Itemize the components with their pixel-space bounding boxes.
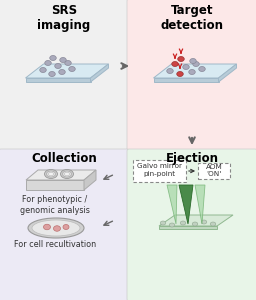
Polygon shape	[26, 78, 91, 82]
Ellipse shape	[167, 68, 173, 74]
Ellipse shape	[40, 68, 46, 73]
FancyBboxPatch shape	[133, 160, 186, 182]
Ellipse shape	[180, 221, 186, 225]
Polygon shape	[26, 170, 96, 180]
Ellipse shape	[201, 220, 207, 224]
Polygon shape	[26, 180, 84, 190]
Polygon shape	[159, 226, 217, 229]
Ellipse shape	[55, 64, 61, 68]
FancyBboxPatch shape	[127, 149, 256, 300]
Ellipse shape	[172, 61, 178, 67]
Text: Target
detection: Target detection	[161, 4, 223, 32]
Polygon shape	[91, 64, 109, 82]
Ellipse shape	[45, 61, 51, 65]
Text: Ejection: Ejection	[165, 152, 219, 165]
Ellipse shape	[44, 224, 50, 230]
Text: For phenotypic /
genomic analysis: For phenotypic / genomic analysis	[20, 195, 90, 215]
Ellipse shape	[48, 172, 54, 176]
Polygon shape	[219, 64, 237, 82]
Ellipse shape	[54, 226, 60, 231]
Ellipse shape	[189, 70, 195, 74]
Polygon shape	[84, 170, 96, 190]
Ellipse shape	[190, 58, 196, 64]
Ellipse shape	[177, 71, 183, 76]
Polygon shape	[154, 78, 219, 82]
Ellipse shape	[50, 56, 56, 61]
Ellipse shape	[65, 61, 71, 65]
Text: AOM
'ON': AOM 'ON'	[206, 164, 222, 177]
Polygon shape	[26, 64, 109, 78]
Ellipse shape	[183, 64, 189, 70]
Ellipse shape	[32, 220, 80, 236]
Ellipse shape	[192, 222, 198, 226]
Ellipse shape	[45, 169, 58, 178]
Polygon shape	[195, 185, 205, 224]
Text: For cell recultivation: For cell recultivation	[14, 240, 96, 249]
FancyBboxPatch shape	[0, 149, 129, 300]
Polygon shape	[179, 185, 193, 224]
Ellipse shape	[193, 61, 199, 67]
Polygon shape	[159, 215, 233, 226]
Ellipse shape	[28, 218, 84, 238]
Ellipse shape	[65, 172, 69, 176]
Ellipse shape	[210, 222, 216, 226]
Text: Galvo mirror
pin-point: Galvo mirror pin-point	[137, 163, 182, 177]
Ellipse shape	[63, 224, 69, 230]
Ellipse shape	[60, 58, 66, 62]
Ellipse shape	[62, 171, 71, 177]
FancyBboxPatch shape	[198, 163, 230, 179]
Ellipse shape	[169, 223, 175, 227]
Polygon shape	[167, 185, 177, 224]
Ellipse shape	[178, 56, 184, 61]
Ellipse shape	[60, 169, 73, 178]
Ellipse shape	[59, 70, 65, 74]
Polygon shape	[154, 64, 237, 78]
Ellipse shape	[49, 71, 55, 76]
FancyBboxPatch shape	[127, 0, 256, 151]
Text: Collection: Collection	[31, 152, 97, 165]
Ellipse shape	[69, 67, 75, 71]
Ellipse shape	[199, 67, 205, 71]
Text: SRS
imaging: SRS imaging	[37, 4, 91, 32]
Ellipse shape	[47, 171, 56, 177]
FancyBboxPatch shape	[0, 0, 129, 151]
Ellipse shape	[160, 221, 166, 225]
